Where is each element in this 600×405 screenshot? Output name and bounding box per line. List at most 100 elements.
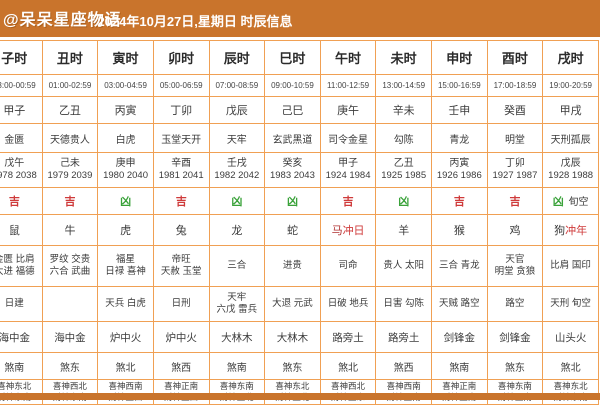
cell-gy-3: 辛酉 1981 2041 <box>152 152 210 188</box>
cell-sha-5: 煞东 <box>264 352 321 380</box>
cell-name-4: 辰时 <box>208 40 266 75</box>
cell-name-2: 寅时 <box>97 40 154 75</box>
cell-time-4: 07:00-08:59 <box>208 74 266 97</box>
cell-dir-1: 喜神西北财神东南 <box>41 379 99 405</box>
cell-inauspicious-9: 路空 <box>486 286 544 322</box>
cell-sha-9: 煞东 <box>486 352 544 380</box>
cell-nayin-3: 炉中火 <box>152 321 210 353</box>
cell-time-1: 01:00-02:59 <box>41 74 99 97</box>
cell-inauspicious-7: 日害 勾陈 <box>375 286 432 322</box>
cell-time-2: 03:00-04:59 <box>97 74 154 97</box>
cell-gy-10: 戊辰 1928 1988 <box>542 152 599 188</box>
cell-auspicious-7: 贵人 太阳 <box>375 245 432 287</box>
cell-star-6: 司令金星 <box>319 123 377 153</box>
cell-ganzhi-2: 丙寅 <box>97 96 154 124</box>
cell-zodiac-0: 鼠 <box>0 214 43 246</box>
cell-sha-7: 煞西 <box>375 352 432 380</box>
cell-auspicious-6: 司命 <box>319 245 377 287</box>
cell-luck-3: 吉 <box>152 187 210 215</box>
cell-dir-5: 喜神东北财神正北 <box>264 379 321 405</box>
cell-name-10: 戌时 <box>542 40 599 75</box>
cell-gy-1: 己未 1979 2039 <box>41 152 99 188</box>
cell-dir-3: 喜神正南财神正西 <box>152 379 210 405</box>
cell-zodiac-8: 猴 <box>431 214 488 246</box>
cell-nayin-8: 剑锋金 <box>431 321 488 353</box>
cell-luck-9: 吉 <box>486 187 544 215</box>
cell-gy-5: 癸亥 1983 2043 <box>264 152 321 188</box>
cell-zodiac-9: 鸡 <box>486 214 544 246</box>
row-dir: 喜神东北财神东南喜神西北财神东南喜神西南财神正西喜神正南财神正西喜神东南财神正北… <box>0 379 599 405</box>
cell-time-5: 09:00-10:59 <box>264 74 321 97</box>
cell-nayin-10: 山头火 <box>542 321 599 353</box>
cell-name-7: 未时 <box>375 40 432 75</box>
cell-sha-10: 煞北 <box>542 352 599 380</box>
cell-name-9: 酉时 <box>486 40 544 75</box>
cell-nayin-7: 路旁土 <box>375 321 432 353</box>
cell-zodiac-10: 狗冲年 <box>542 214 599 246</box>
cell-gy-2: 庚申 1980 2040 <box>97 152 154 188</box>
cell-gy-7: 乙丑 1925 1985 <box>375 152 432 188</box>
cell-zodiac-1: 牛 <box>41 214 99 246</box>
cell-sha-1: 煞东 <box>41 352 99 380</box>
cell-luck-2: 凶 <box>97 187 154 215</box>
cell-gy-6: 甲子 1924 1984 <box>319 152 377 188</box>
cell-ganzhi-5: 己巳 <box>264 96 321 124</box>
cell-inauspicious-0: 日建 <box>0 286 43 322</box>
cell-star-10: 天刑孤辰 <box>542 123 599 153</box>
row-name: 子时 丑时 寅时 卯时 辰时 巳时 午时 未时 申时 酉时 戌时 <box>0 40 599 75</box>
cell-time-7: 13:00-14:59 <box>375 74 432 97</box>
cell-nayin-2: 炉中火 <box>97 321 154 353</box>
cell-inauspicious-1 <box>41 286 99 322</box>
cell-zodiac-2: 虎 <box>97 214 154 246</box>
cell-ganzhi-9: 癸酉 <box>486 96 544 124</box>
cell-auspicious-10: 比肩 国印 <box>542 245 599 287</box>
row-sha: 煞南 煞东 煞北 煞西 煞南 煞东 煞北 煞西 煞南 煞东 煞北 <box>0 352 599 380</box>
cell-ganzhi-7: 辛未 <box>375 96 432 124</box>
row-nayin: 海中金 海中金 炉中火 炉中火 大林木 大林木 路旁土 路旁土 剑锋金 剑锋金 山头火 <box>0 321 599 353</box>
cell-ganzhi-4: 戊辰 <box>208 96 266 124</box>
cell-zodiac-4: 龙 <box>208 214 266 246</box>
cell-ganzhi-3: 丁卯 <box>152 96 210 124</box>
cell-inauspicious-8: 天贼 路空 <box>431 286 488 322</box>
cell-auspicious-1: 罗纹 交贵 六合 武曲 <box>41 245 99 287</box>
hour-info-table: 子时丑时寅时卯时辰时巳时午时未时申时酉时戌时23:00-00:5901:00-0… <box>0 40 599 405</box>
cell-dir-4: 喜神东南财神正北 <box>208 379 266 405</box>
cell-zodiac-3: 兔 <box>152 214 210 246</box>
cell-gy-9: 丁卯 1927 1987 <box>486 152 544 188</box>
cell-inauspicious-5: 大退 元武 <box>264 286 321 322</box>
cell-sha-8: 煞南 <box>431 352 488 380</box>
cell-auspicious-8: 三合 青龙 <box>431 245 488 287</box>
cell-inauspicious-3: 日刑 <box>152 286 210 322</box>
cell-name-5: 巳时 <box>264 40 321 75</box>
cell-auspicious-2: 福星 日禄 喜神 <box>97 245 154 287</box>
cell-time-3: 05:00-06:59 <box>152 74 210 97</box>
cell-time-6: 11:00-12:59 <box>319 74 377 97</box>
cell-dir-9: 喜神东南财神正南 <box>486 379 544 405</box>
cell-nayin-5: 大林木 <box>264 321 321 353</box>
cell-luck-1: 吉 <box>41 187 99 215</box>
cell-auspicious-9: 天官 明堂 贪狼 <box>486 245 544 287</box>
cell-star-8: 青龙 <box>431 123 488 153</box>
cell-luck-8: 吉 <box>431 187 488 215</box>
cell-dir-0: 喜神东北财神东南 <box>0 379 43 405</box>
cell-luck-10: 凶 旬空 <box>542 187 599 215</box>
cell-name-8: 申时 <box>431 40 488 75</box>
cell-name-6: 午时 <box>319 40 377 75</box>
cell-ganzhi-0: 甲子 <box>0 96 43 124</box>
cell-nayin-9: 剑锋金 <box>486 321 544 353</box>
cell-nayin-6: 路旁土 <box>319 321 377 353</box>
cell-dir-10: 喜神东北财神东南 <box>542 379 599 405</box>
cell-gy-4: 壬戌 1982 2042 <box>208 152 266 188</box>
cell-time-0: 23:00-00:59 <box>0 74 43 97</box>
cell-sha-6: 煞北 <box>319 352 377 380</box>
cell-zodiac-7: 羊 <box>375 214 432 246</box>
cell-inauspicious-10: 天刑 旬空 <box>542 286 599 322</box>
cell-inauspicious-4: 天牢 六戊 雷兵 <box>208 286 266 322</box>
cell-star-4: 天牢 <box>208 123 266 153</box>
cell-name-0: 子时 <box>0 40 43 75</box>
cell-auspicious-4: 三合 <box>208 245 266 287</box>
cell-dir-2: 喜神西南财神正西 <box>97 379 154 405</box>
header-bar: @呆呆星座物语 2024年10月27日,星期日 时辰信息 <box>0 0 600 37</box>
cell-ganzhi-10: 甲戌 <box>542 96 599 124</box>
